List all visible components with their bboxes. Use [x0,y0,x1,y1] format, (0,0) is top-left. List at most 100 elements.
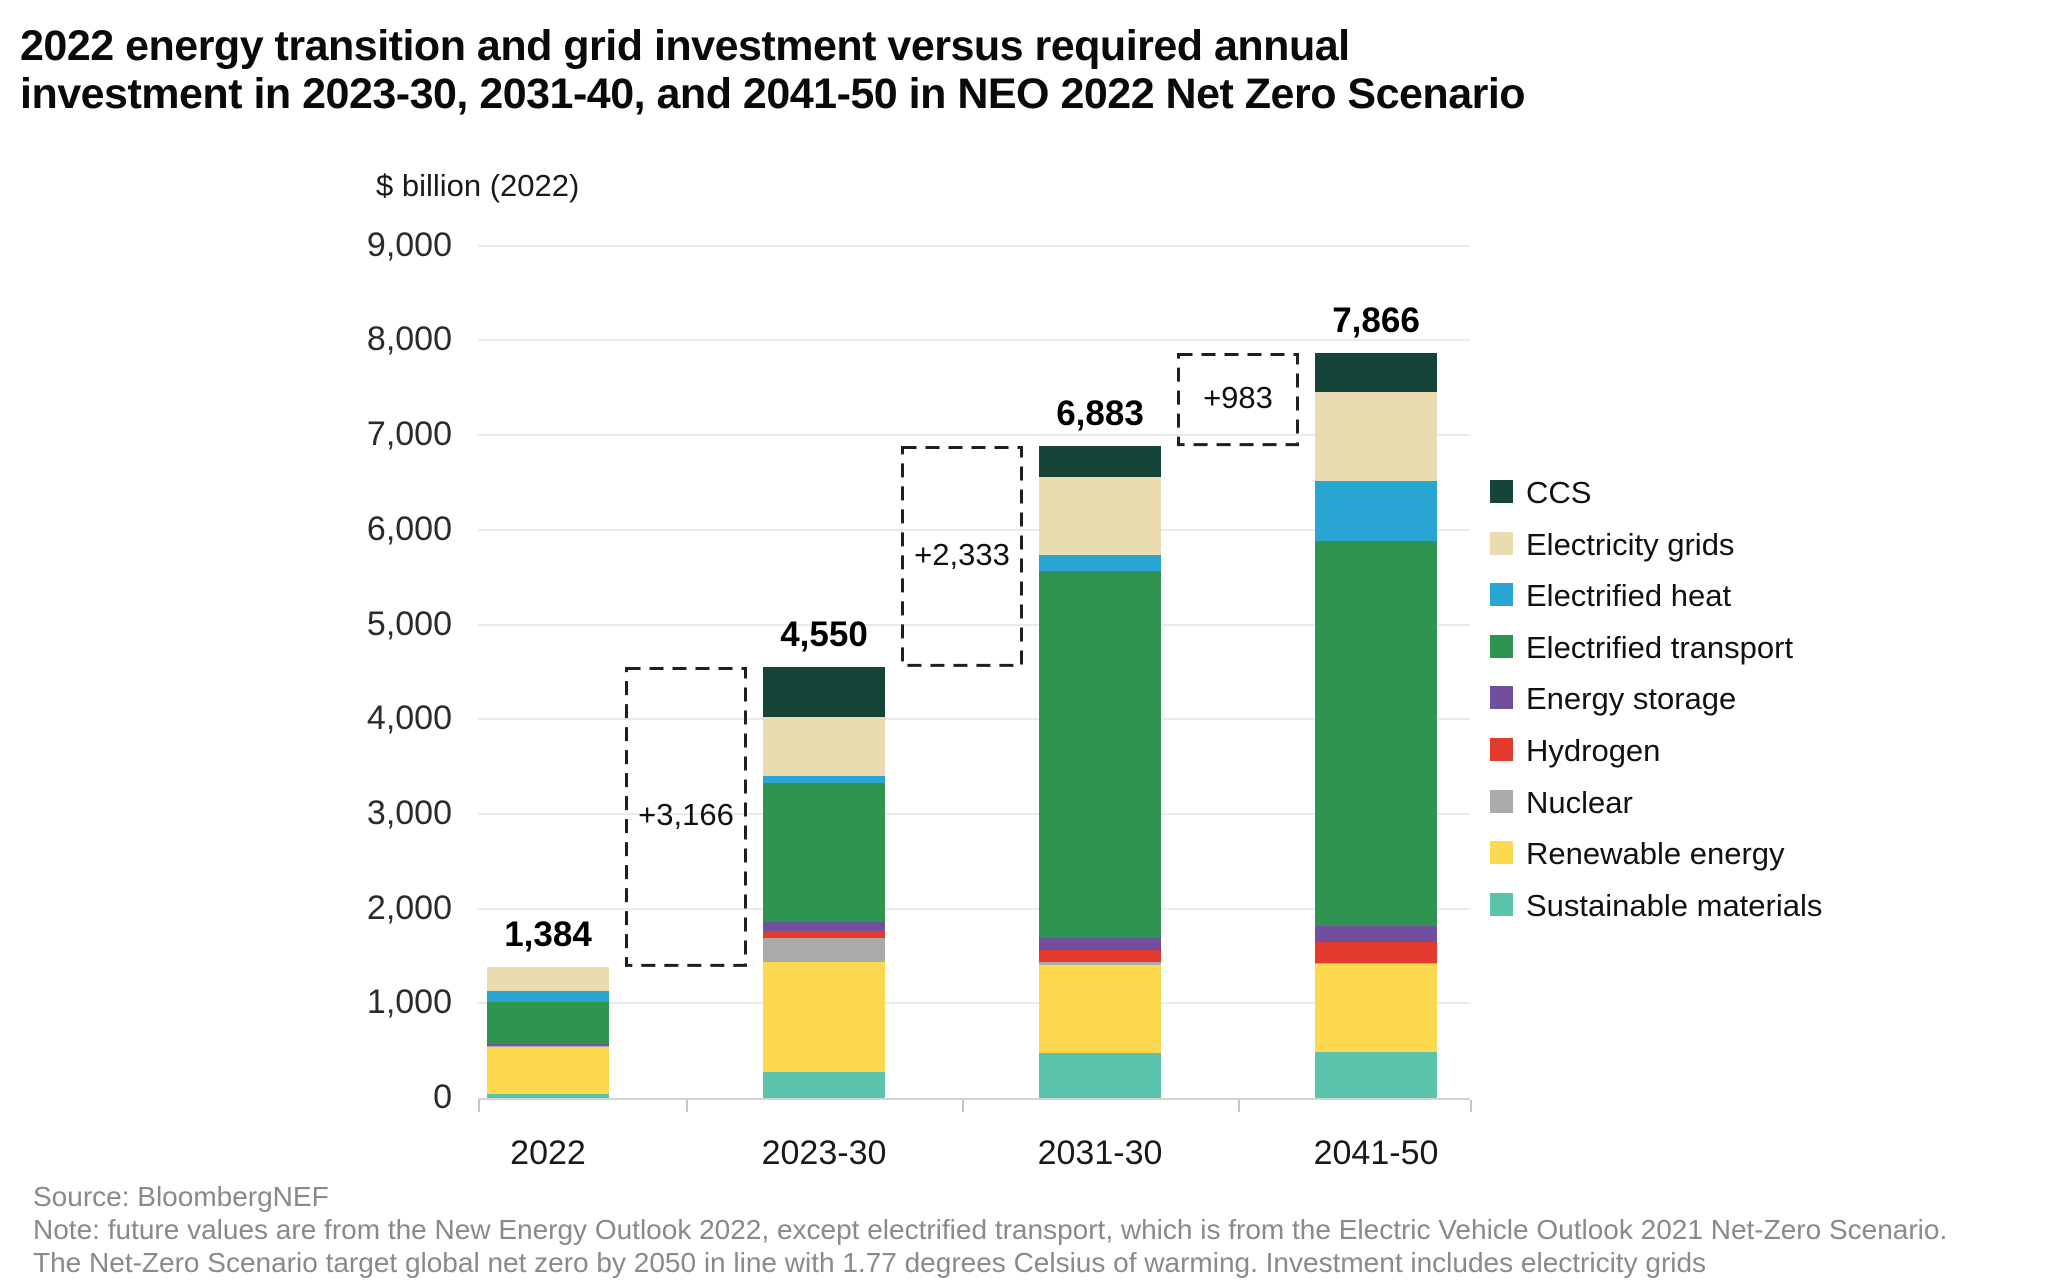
bar-segment-sustainable-materials-2023-30 [763,1072,885,1098]
bar-segment-electrified-transport-2031-30 [1039,571,1161,938]
legend-swatch-electrified-transport [1490,634,1513,658]
note-line-2: The Net-Zero Scenario target global net … [33,1247,1707,1278]
x-axis-category-label-2031-30: 2031-30 [1037,1134,1163,1172]
x-axis-category-label-2022: 2022 [510,1134,586,1172]
bar-segment-hydrogen-2023-30 [763,930,885,938]
bar-segment-sustainable-materials-2022 [487,1093,609,1098]
delta-box-outline [901,446,1023,668]
legend-label-hydrogen: Hydrogen [1526,733,1661,768]
y-axis-tick-label-1000: 1,000 [366,983,452,1022]
delta-box-2: +2,333 [901,446,1023,668]
bar-segment-nuclear-2041-50 [1315,962,1437,964]
legend-swatch-hydrogen [1490,738,1513,761]
bar-segment-electrified-heat-2023-30 [763,775,885,784]
y-axis-tick-label-2000: 2,000 [366,888,452,927]
gridline-1000 [478,1002,1470,1005]
delta-label-2: +2,333 [914,536,1010,572]
delta-box-outline [1177,353,1299,447]
y-axis-tick-label-0: 0 [433,1078,452,1116]
gridline-9000 [478,244,1470,247]
y-axis-tick-label-3000: 3,000 [366,793,452,832]
gridline-8000 [478,339,1470,342]
legend-label-ccs: CCS [1526,475,1592,510]
chart-title: 2022 energy transition and grid investme… [20,22,1580,118]
bar-segment-energy-storage-2023-30 [763,921,885,931]
bar-segment-ccs-2023-30 [763,667,885,717]
y-axis-tick-label-8000: 8,000 [366,320,452,359]
legend-swatch-ccs [1490,480,1513,503]
delta-box-outline [625,667,747,967]
bar-segment-renewable-energy-2023-30 [763,962,885,1073]
x-axis-tick-0 [478,1100,480,1112]
gridline-5000 [478,623,1470,626]
legend-swatch-sustainable-materials [1490,892,1513,916]
source-line: Source: BloombergNEF [33,1181,329,1212]
x-axis-tick-1 [686,1100,688,1112]
bar-segment-renewable-energy-2041-50 [1315,963,1437,1052]
note-line-1: Note: future values are from the New Ene… [33,1214,1948,1245]
legend-swatch-renewable-energy [1490,841,1513,865]
legend-swatch-electrified-heat [1490,583,1513,607]
legend-swatch-electricity-grids [1490,531,1513,555]
bar-segment-electricity-grids-2041-50 [1315,391,1437,481]
y-axis-tick-label-6000: 6,000 [366,509,452,548]
gridline-6000 [478,528,1470,531]
y-axis-tick-label-9000: 9,000 [366,225,452,264]
bar-total-label-2023-30: 4,550 [780,615,868,655]
bar-segment-sustainable-materials-2041-50 [1315,1051,1437,1098]
bar-segment-electrified-transport-2022 [487,1001,609,1044]
y-axis-tick-label-4000: 4,000 [366,699,452,738]
bar-total-label-2022: 1,384 [504,914,592,954]
legend-swatch-nuclear [1490,789,1513,813]
bar-segment-electricity-grids-2031-30 [1039,476,1161,555]
bar-segment-sustainable-materials-2031-30 [1039,1053,1161,1098]
delta-box-3: +983 [1177,353,1299,447]
bar-segment-nuclear-2023-30 [763,937,885,963]
bar-segment-electrified-transport-2041-50 [1315,541,1437,927]
bar-segment-electrified-heat-2041-50 [1315,480,1437,542]
x-axis-tick-3 [1238,1100,1240,1112]
x-axis-tick-4 [1470,1100,1472,1112]
legend-label-nuclear: Nuclear [1526,784,1633,820]
y-axis-tick-label-5000: 5,000 [366,604,452,643]
bar-segment-electricity-grids-2022 [487,966,609,992]
bar-segment-hydrogen-2031-30 [1039,949,1161,962]
bar-segment-energy-storage-2022 [487,1043,609,1046]
bar-segment-ccs-2041-50 [1315,353,1437,392]
delta-box-1: +3,166 [625,667,747,967]
legend-label-sustainable-materials: Sustainable materials [1526,887,1823,923]
bar-segment-renewable-energy-2022 [487,1046,609,1094]
legend-swatch-energy-storage [1490,686,1513,710]
legend-label-electrified-transport: Electrified transport [1526,629,1794,665]
y-axis-unit-label: $ billion (2022) [376,168,580,203]
chart-title-line-2: investment in 2023-30, 2031-40, and 2041… [20,70,1526,118]
legend-label-electricity-grids: Electricity grids [1526,526,1735,562]
bar-total-label-2031-30: 6,883 [1056,394,1144,434]
bar-segment-nuclear-2031-30 [1039,961,1161,966]
bar-segment-electrified-heat-2022 [487,991,609,1002]
chart-title-line-1: 2022 energy transition and grid investme… [20,22,1350,70]
y-axis-tick-label-7000: 7,000 [366,415,452,454]
gridline-7000 [478,434,1470,437]
gridline-2000 [478,907,1470,910]
bar-segment-electricity-grids-2023-30 [763,716,885,776]
legend-label-electrified-heat: Electrified heat [1526,578,1732,614]
bar-segment-hydrogen-2041-50 [1315,941,1437,963]
bar-segment-ccs-2031-30 [1039,446,1161,477]
bar-segment-electrified-transport-2023-30 [763,783,885,922]
delta-label-1: +3,166 [638,797,734,833]
x-axis-line [478,1098,1470,1100]
legend-label-renewable-energy: Renewable energy [1526,836,1785,872]
bar-segment-energy-storage-2031-30 [1039,937,1161,950]
bar-total-label-2041-50: 7,866 [1332,301,1420,341]
gridline-3000 [478,812,1470,815]
bar-segment-nuclear-2022 [487,1045,609,1047]
bar-segment-energy-storage-2041-50 [1315,926,1437,942]
x-axis-category-label-2041-50: 2041-50 [1313,1134,1439,1172]
chart-footer: Source: BloombergNEF Note: future values… [33,1180,2033,1279]
gridline-4000 [478,718,1470,721]
legend-label-energy-storage: Energy storage [1526,681,1737,717]
bar-segment-electrified-heat-2031-30 [1039,554,1161,572]
x-axis-tick-2 [962,1100,964,1112]
